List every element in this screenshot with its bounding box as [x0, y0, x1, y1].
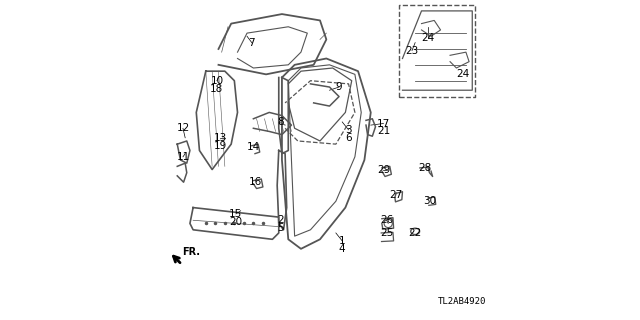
Text: 4: 4 — [339, 244, 346, 254]
Text: 29: 29 — [377, 164, 390, 174]
Text: 24: 24 — [456, 69, 469, 79]
Text: 18: 18 — [211, 84, 223, 94]
Text: 3: 3 — [345, 125, 352, 135]
Text: 26: 26 — [380, 215, 393, 225]
Text: FR.: FR. — [182, 247, 200, 257]
Text: 10: 10 — [211, 76, 223, 86]
Text: 19: 19 — [214, 141, 227, 151]
Text: 6: 6 — [345, 133, 352, 143]
Text: 12: 12 — [177, 123, 189, 133]
Text: 7: 7 — [248, 38, 255, 48]
Text: 11: 11 — [177, 152, 189, 162]
Text: 23: 23 — [405, 45, 419, 56]
Text: 22: 22 — [408, 228, 422, 238]
Text: 1: 1 — [339, 236, 346, 246]
Text: 16: 16 — [248, 177, 262, 187]
Text: 21: 21 — [377, 126, 390, 136]
Text: 9: 9 — [336, 82, 342, 92]
Text: 13: 13 — [214, 133, 227, 143]
Text: 2: 2 — [277, 215, 284, 225]
Text: 5: 5 — [277, 223, 284, 233]
Text: 15: 15 — [229, 209, 243, 219]
Text: 30: 30 — [423, 196, 436, 206]
Text: 27: 27 — [390, 190, 403, 200]
Text: 14: 14 — [247, 142, 260, 152]
Text: 25: 25 — [380, 228, 393, 238]
Text: TL2AB4920: TL2AB4920 — [437, 297, 486, 306]
Text: 20: 20 — [229, 217, 243, 227]
Text: 24: 24 — [421, 33, 435, 43]
Text: 17: 17 — [377, 118, 390, 129]
Text: 8: 8 — [277, 117, 284, 127]
Text: 28: 28 — [418, 163, 431, 173]
